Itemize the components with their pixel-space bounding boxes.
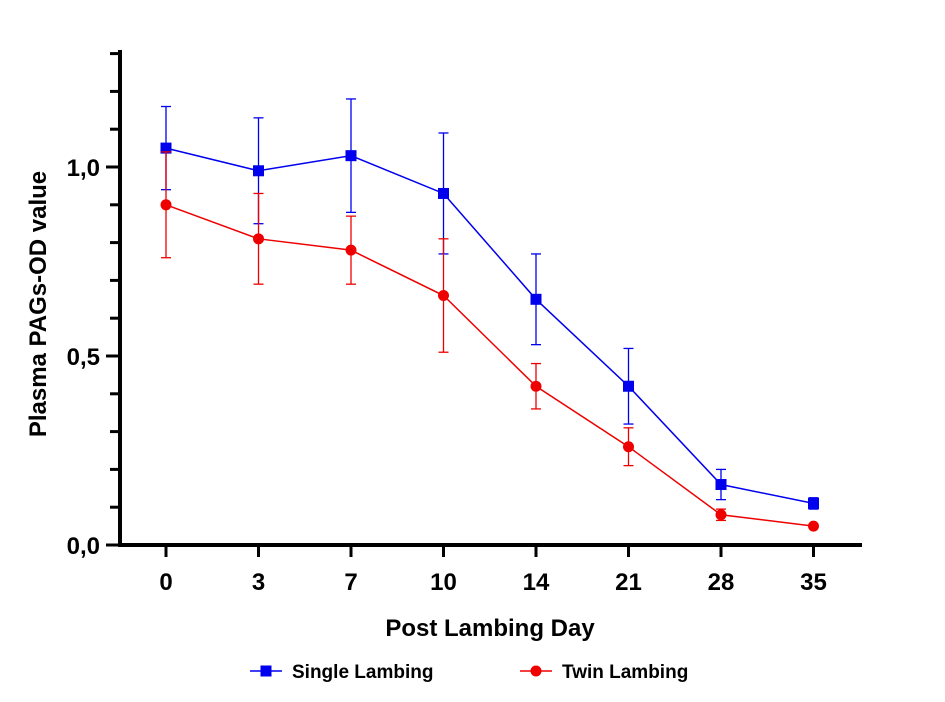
data-point [808,497,819,509]
data-point [530,380,542,392]
legend-marker [530,665,542,677]
data-point [530,293,542,305]
legend-label: Single Lambing [292,662,433,683]
data-point [808,520,819,532]
legend-marker [260,665,272,677]
data-point [160,199,172,211]
x-tick-label: 28 [708,569,735,596]
y-tick-label: 0,5 [67,344,100,371]
x-tick-label: 0 [159,569,172,596]
y-ticks: 0,0 0,5 1,0 [67,52,120,560]
x-tick-label: 21 [615,569,642,596]
series-layer [160,98,819,532]
x-tick-label: 14 [523,569,550,596]
legend-item: Twin Lambing [520,662,688,683]
data-point [345,244,357,256]
series-line [165,204,814,527]
series-twin-lambing [160,151,819,532]
series-line [165,147,814,505]
data-point [253,233,264,245]
x-tick-label: 3 [252,569,265,596]
data-point [160,142,172,154]
data-point [438,290,449,302]
data-point [715,509,727,521]
data-point [623,441,634,453]
x-axis-title: Post Lambing Day [385,615,595,642]
data-point [715,479,727,491]
legend-item: Single Lambing [250,662,433,683]
series-single-lambing [160,98,819,510]
data-point [253,165,264,177]
legend-label: Twin Lambing [562,662,688,683]
axes [118,50,862,547]
x-ticks: 0 3 7 10 14 21 28 35 [159,545,827,596]
x-tick-label: 35 [800,569,827,596]
data-point [438,187,449,199]
x-tick-label: 7 [344,569,357,596]
y-axis-title: Plasma PAGs-OD value [25,171,52,437]
data-point [345,150,357,162]
y-tick-label: 0,0 [67,533,100,560]
y-tick-label: 1,0 [67,155,100,182]
x-tick-label: 10 [430,569,457,596]
data-point [623,380,634,392]
legend: Single Lambing Twin Lambing [250,662,688,683]
